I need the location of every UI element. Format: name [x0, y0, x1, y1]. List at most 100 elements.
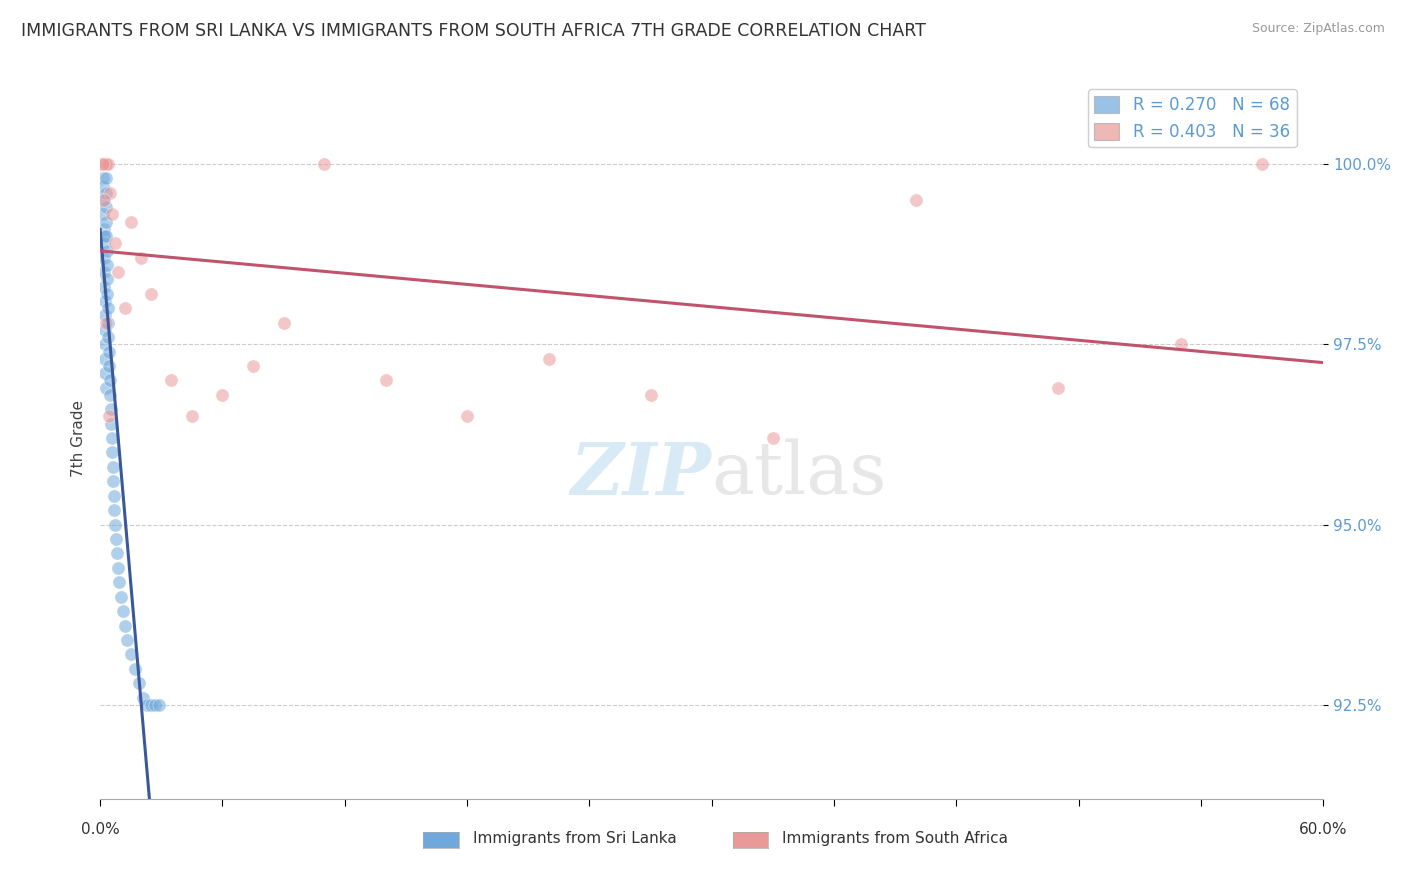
Point [160, 373, 183, 387]
Text: Immigrants from South Africa: Immigrants from South Africa [782, 831, 1008, 847]
Text: IMMIGRANTS FROM SRI LANKA VS IMMIGRANTS FROM SOUTH AFRICA 7TH GRADE CORRELATION : IMMIGRANTS FROM SRI LANKA VS IMMIGRANTS … [21, 22, 927, 40]
Point [108, 575, 131, 590]
Point [456, 409, 478, 424]
Point [94, 366, 117, 380]
Point [93, 157, 115, 171]
Point [94, 351, 117, 366]
Point [91, 157, 114, 171]
Point [1170, 337, 1192, 351]
Point [762, 431, 785, 445]
Text: 60.0%: 60.0% [1299, 822, 1347, 838]
Point [98, 186, 121, 200]
Point [96, 286, 118, 301]
Point [97, 344, 120, 359]
Point [90, 157, 112, 171]
Point [1251, 157, 1274, 171]
Point [93, 157, 115, 171]
Point [115, 633, 138, 648]
Point [537, 351, 560, 366]
Point [90, 157, 112, 171]
Point [91, 157, 114, 171]
Point [640, 388, 662, 402]
Point [120, 215, 142, 229]
Point [96, 200, 118, 214]
Text: Source: ZipAtlas.com: Source: ZipAtlas.com [1251, 22, 1385, 36]
Point [180, 409, 202, 424]
Point [97, 316, 120, 330]
Text: 0.0%: 0.0% [80, 822, 120, 838]
Point [107, 265, 129, 279]
Point [104, 517, 127, 532]
Point [91, 157, 114, 171]
Point [93, 265, 115, 279]
Point [93, 229, 115, 244]
Point [93, 251, 115, 265]
Point [132, 690, 155, 705]
Point [91, 178, 114, 193]
Point [91, 157, 114, 171]
Point [128, 676, 150, 690]
Point [93, 193, 115, 207]
Point [101, 431, 124, 445]
Point [94, 157, 117, 171]
Point [91, 157, 114, 171]
Point [90, 157, 112, 171]
Point [91, 193, 114, 207]
Point [100, 417, 122, 431]
Point [96, 215, 118, 229]
Point [129, 251, 152, 265]
Point [114, 301, 136, 316]
Point [93, 279, 115, 293]
Point [93, 222, 115, 236]
Point [103, 489, 125, 503]
Point [139, 698, 162, 712]
Point [96, 258, 118, 272]
Point [114, 618, 136, 632]
Point [105, 532, 128, 546]
Point [90, 157, 112, 171]
Point [94, 381, 117, 395]
Point [90, 157, 112, 171]
Point [94, 316, 117, 330]
Point [96, 244, 118, 258]
Point [104, 236, 127, 251]
Point [103, 503, 125, 517]
Point [98, 373, 121, 387]
Point [94, 186, 117, 200]
Point [211, 388, 233, 402]
Point [90, 157, 112, 171]
Point [91, 171, 114, 186]
Text: atlas: atlas [711, 439, 887, 509]
Point [242, 359, 264, 373]
Point [94, 337, 117, 351]
Point [91, 157, 114, 171]
Point [96, 157, 118, 171]
Point [94, 323, 117, 337]
Point [97, 157, 120, 171]
Point [273, 316, 295, 330]
Point [97, 409, 120, 424]
Point [148, 698, 170, 712]
Point [97, 330, 120, 344]
Point [98, 388, 121, 402]
Point [107, 546, 129, 560]
Point [94, 171, 117, 186]
Point [101, 207, 124, 221]
Point [139, 286, 162, 301]
Point [101, 459, 124, 474]
Point [1047, 381, 1070, 395]
Point [100, 402, 122, 417]
Point [91, 157, 114, 171]
Point [96, 229, 118, 244]
Point [904, 193, 927, 207]
Point [98, 359, 121, 373]
Point [120, 648, 142, 662]
Point [93, 207, 115, 221]
Point [96, 272, 118, 286]
Point [124, 662, 146, 676]
Point [93, 236, 115, 251]
Point [111, 604, 134, 618]
Point [93, 293, 115, 308]
Point [136, 698, 159, 712]
Point [110, 590, 132, 604]
